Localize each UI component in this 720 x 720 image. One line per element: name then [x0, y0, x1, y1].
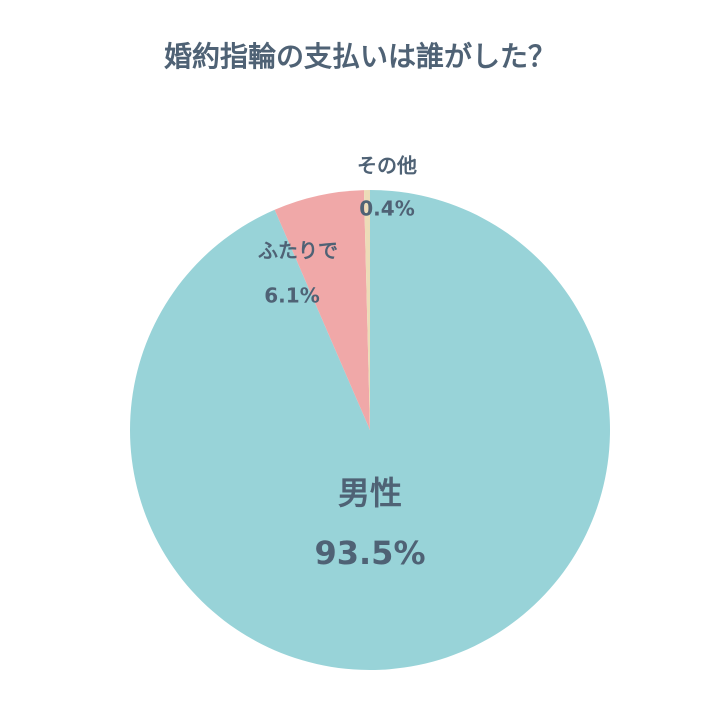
value-label: 0.4% [359, 197, 414, 221]
value-label: 6.1% [264, 284, 319, 308]
slice-label: 男性 [338, 474, 402, 512]
pie-slice [130, 190, 611, 670]
slice-label: ふたりで [258, 239, 338, 263]
value-label: 93.5% [314, 534, 425, 572]
pie-slice [274, 190, 370, 430]
chart-title: 婚約指輪の支払いは誰がした？ [164, 40, 556, 73]
slice-label: その他 [357, 154, 417, 178]
pie-slice [363, 190, 370, 430]
